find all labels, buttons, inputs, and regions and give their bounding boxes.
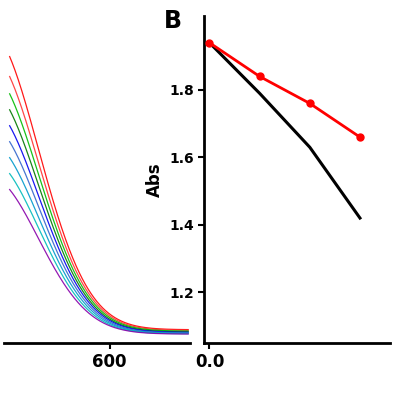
Text: B: B [164,9,182,33]
Y-axis label: Abs: Abs [146,162,164,197]
